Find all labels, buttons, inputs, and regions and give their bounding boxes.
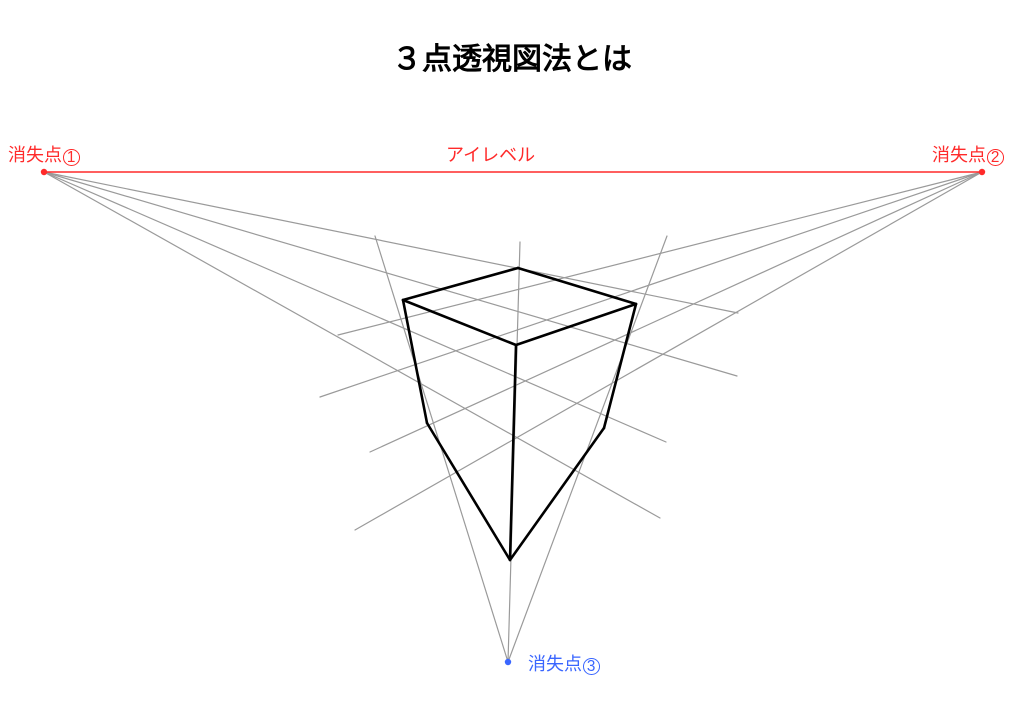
guide-line: [370, 172, 982, 452]
vp3-prefix: 消失点: [528, 654, 582, 674]
vp2-number-icon: 2: [987, 149, 1004, 166]
guide-line: [44, 172, 738, 313]
guide-line: [320, 172, 982, 397]
vp3-number-icon: 3: [583, 658, 600, 675]
vanishing-point-1-dot: [41, 169, 47, 175]
cube-edge: [403, 300, 516, 345]
vp1-number-icon: 1: [63, 149, 80, 166]
vp1-prefix: 消失点: [8, 145, 62, 165]
vanishing-point-2-dot: [979, 169, 985, 175]
cube-edge: [427, 423, 510, 560]
guide-line: [44, 172, 660, 518]
vanishing-point-3-dot: [505, 659, 511, 665]
guide-line: [44, 172, 737, 376]
guide-line: [355, 172, 982, 530]
vanishing-point-2-label: 消失点2: [932, 141, 1004, 167]
cube-edge: [510, 345, 516, 560]
cube-edge: [518, 268, 636, 304]
cube-edge: [510, 428, 604, 560]
perspective-diagram: [0, 0, 1024, 724]
eye-level-label: アイレベル: [446, 141, 535, 167]
vanishing-point-1-label: 消失点1: [8, 141, 80, 167]
vanishing-point-3-label: 消失点3: [528, 650, 600, 676]
guide-line: [44, 172, 666, 442]
vp2-prefix: 消失点: [932, 145, 986, 165]
cube-edge: [604, 304, 636, 428]
